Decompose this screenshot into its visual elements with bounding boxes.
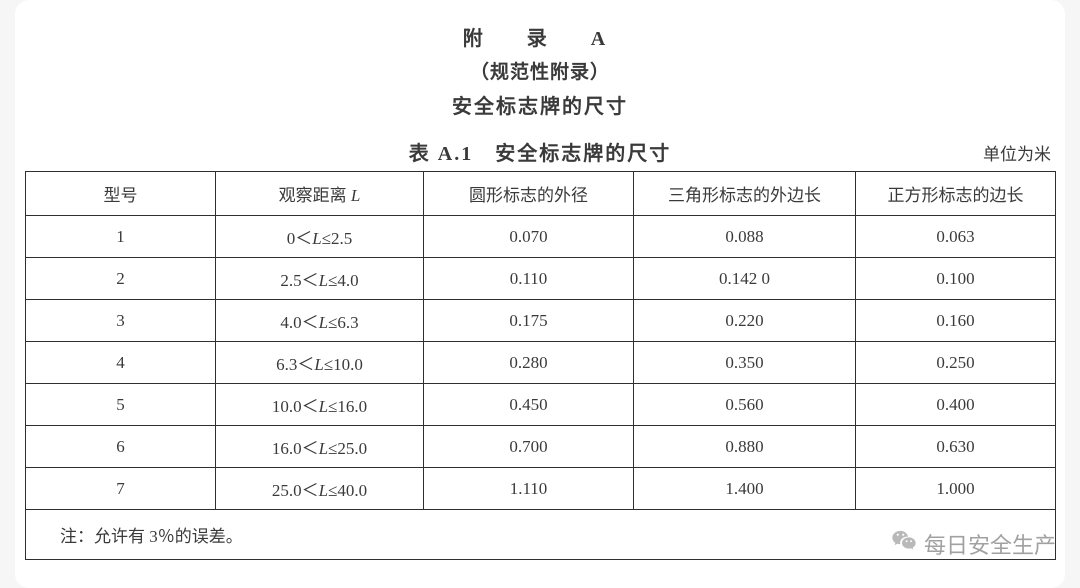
cell-distance: 25.0＜L≤40.0 bbox=[216, 468, 424, 510]
table-caption: 表 A.1 安全标志牌的尺寸 bbox=[25, 137, 1055, 166]
table-row: 510.0＜L≤16.00.4500.5600.400 bbox=[26, 384, 1056, 426]
table-row: 46.3＜L≤10.00.2800.3500.250 bbox=[26, 342, 1056, 384]
cell-square: 0.400 bbox=[856, 384, 1056, 426]
safety-sign-size-table: 型号 观察距离 L 圆形标志的外径 三角形标志的外边长 正方形标志的边长 10＜… bbox=[25, 171, 1056, 560]
document-card: 附 录 A （规范性附录） 安全标志牌的尺寸 表 A.1 安全标志牌的尺寸 单位… bbox=[15, 0, 1065, 588]
cell-distance: 6.3＜L≤10.0 bbox=[216, 342, 424, 384]
cell-triangle: 0.088 bbox=[634, 216, 856, 258]
table-body: 10＜L≤2.50.0700.0880.06322.5＜L≤4.00.1100.… bbox=[26, 216, 1056, 510]
cell-circle: 1.110 bbox=[424, 468, 634, 510]
cell-square: 0.630 bbox=[856, 426, 1056, 468]
cell-circle: 0.700 bbox=[424, 426, 634, 468]
table-row: 616.0＜L≤25.00.7000.8800.630 bbox=[26, 426, 1056, 468]
table-header-row: 型号 观察距离 L 圆形标志的外径 三角形标志的外边长 正方形标志的边长 bbox=[26, 172, 1056, 216]
col-distance-label: 观察距离 L bbox=[279, 186, 361, 205]
cell-circle: 0.175 bbox=[424, 300, 634, 342]
cell-circle: 0.450 bbox=[424, 384, 634, 426]
cell-square: 1.000 bbox=[856, 468, 1056, 510]
cell-distance: 2.5＜L≤4.0 bbox=[216, 258, 424, 300]
cell-distance: 16.0＜L≤25.0 bbox=[216, 426, 424, 468]
cell-circle: 0.280 bbox=[424, 342, 634, 384]
table-note-row: 注：允许有 3％的误差。 bbox=[26, 510, 1056, 560]
cell-square: 0.250 bbox=[856, 342, 1056, 384]
cell-model: 2 bbox=[26, 258, 216, 300]
table-row: 34.0＜L≤6.30.1750.2200.160 bbox=[26, 300, 1056, 342]
cell-triangle: 1.400 bbox=[634, 468, 856, 510]
cell-model: 5 bbox=[26, 384, 216, 426]
cell-triangle: 0.142 0 bbox=[634, 258, 856, 300]
cell-distance: 10.0＜L≤16.0 bbox=[216, 384, 424, 426]
col-distance: 观察距离 L bbox=[216, 172, 424, 216]
cell-model: 1 bbox=[26, 216, 216, 258]
table-note: 注：允许有 3％的误差。 bbox=[26, 510, 1056, 560]
col-triangle: 三角形标志的外边长 bbox=[634, 172, 856, 216]
table-row: 22.5＜L≤4.00.1100.142 00.100 bbox=[26, 258, 1056, 300]
heading-block: 附 录 A （规范性附录） 安全标志牌的尺寸 bbox=[25, 22, 1055, 119]
col-model: 型号 bbox=[26, 172, 216, 216]
table-title-row: 表 A.1 安全标志牌的尺寸 单位为米 bbox=[25, 137, 1055, 165]
appendix-subtitle: （规范性附录） bbox=[25, 57, 1055, 84]
cell-square: 0.063 bbox=[856, 216, 1056, 258]
cell-circle: 0.070 bbox=[424, 216, 634, 258]
cell-distance: 4.0＜L≤6.3 bbox=[216, 300, 424, 342]
cell-circle: 0.110 bbox=[424, 258, 634, 300]
table-row: 725.0＜L≤40.01.1101.4001.000 bbox=[26, 468, 1056, 510]
cell-square: 0.100 bbox=[856, 258, 1056, 300]
cell-triangle: 0.220 bbox=[634, 300, 856, 342]
col-circle: 圆形标志的外径 bbox=[424, 172, 634, 216]
col-square: 正方形标志的边长 bbox=[856, 172, 1056, 216]
cell-distance: 0＜L≤2.5 bbox=[216, 216, 424, 258]
cell-triangle: 0.560 bbox=[634, 384, 856, 426]
cell-triangle: 0.350 bbox=[634, 342, 856, 384]
table-row: 10＜L≤2.50.0700.0880.063 bbox=[26, 216, 1056, 258]
cell-triangle: 0.880 bbox=[634, 426, 856, 468]
cell-model: 3 bbox=[26, 300, 216, 342]
cell-model: 6 bbox=[26, 426, 216, 468]
appendix-heading: 安全标志牌的尺寸 bbox=[25, 90, 1055, 119]
cell-model: 7 bbox=[26, 468, 216, 510]
cell-model: 4 bbox=[26, 342, 216, 384]
cell-square: 0.160 bbox=[856, 300, 1056, 342]
appendix-title: 附 录 A bbox=[25, 22, 1055, 51]
table-unit: 单位为米 bbox=[983, 140, 1051, 165]
